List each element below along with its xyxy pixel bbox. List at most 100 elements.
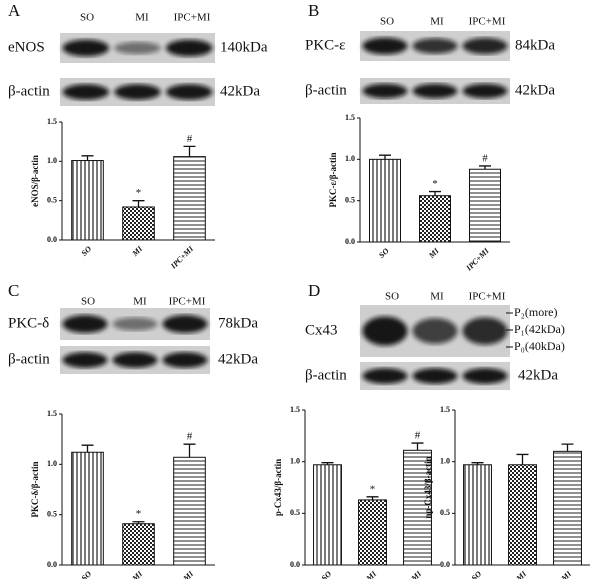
protein-label: PKC-δ (8, 315, 49, 331)
error-bar (516, 453, 529, 465)
lane-label: IPC+MI (169, 296, 206, 308)
error-bar (366, 496, 379, 500)
lane-label: MI (430, 16, 444, 28)
panel-letter: D (308, 281, 320, 300)
bar (403, 449, 432, 566)
blot-band (62, 39, 110, 57)
bar (313, 464, 342, 566)
lane-label: MI (135, 12, 149, 24)
significance-mark: # (187, 431, 193, 443)
lane-label: IPC+MI (174, 12, 211, 24)
protein-label: PKC-ε (305, 37, 345, 53)
y-tick-label: 0.0 (440, 560, 450, 569)
lane-label: MI (430, 291, 444, 303)
error-bar (479, 165, 491, 170)
blot-band (412, 38, 458, 54)
error-bar (183, 145, 196, 157)
blot-band (165, 39, 213, 57)
x-tick-label: MI (364, 569, 379, 579)
size-label: 42kDa (518, 367, 558, 383)
x-tick-label: MI (514, 569, 529, 579)
blot-band (112, 352, 158, 368)
y-tick-label: 1.0 (290, 456, 300, 465)
blot-band (112, 317, 158, 331)
size-label: 84kDa (515, 37, 555, 53)
lane-label: SO (385, 291, 399, 303)
error-bar (132, 521, 145, 524)
y-tick-label: 1.5 (47, 409, 57, 418)
lane-label: SO (81, 296, 95, 308)
significance-mark: * (136, 187, 142, 199)
error-bar (411, 442, 424, 451)
y-tick-label: 0.0 (345, 237, 355, 246)
bar (71, 160, 104, 241)
blot-band (362, 83, 408, 99)
size-label: 42kDa (515, 82, 555, 98)
x-tick-label: IPC+MI (168, 244, 196, 272)
significance-mark: # (482, 152, 488, 164)
blot-band (362, 316, 408, 346)
y-tick-label: 0.0 (47, 235, 57, 244)
bar (122, 206, 155, 241)
x-tick-label: MI (130, 569, 145, 579)
bar (508, 464, 537, 566)
error-bar (81, 444, 94, 453)
error-bar (321, 462, 334, 465)
protein-label: Cx43 (305, 322, 338, 338)
size-label: 140kDa (220, 39, 268, 55)
bar (358, 499, 387, 566)
bar (463, 464, 492, 566)
blot-band (165, 84, 213, 100)
x-tick-label: IPC+MI (464, 246, 492, 274)
blot-band (362, 368, 408, 384)
blot-band (114, 84, 161, 100)
blot-band (162, 352, 208, 368)
blot-band (462, 317, 508, 345)
x-tick-label: IPC+MI (546, 569, 574, 579)
bar (71, 451, 104, 566)
error-bar (561, 443, 574, 452)
bar (122, 523, 155, 566)
y-axis-label: PKC-δ/β-actin (30, 462, 40, 518)
y-tick-label: 1.5 (47, 117, 57, 126)
y-tick-label: 0.5 (440, 508, 450, 517)
band-label: P₂(more) (514, 305, 558, 319)
y-tick-label: 1.0 (47, 156, 57, 165)
error-bar (471, 462, 484, 465)
bar (469, 168, 501, 243)
x-tick-label: MI (426, 246, 441, 261)
significance-mark: * (136, 508, 142, 520)
blot-band (62, 352, 108, 368)
protein-label: β-actin (305, 367, 347, 383)
x-tick-label: SO (377, 246, 391, 260)
y-axis-label: np-Cx43/β-actin (423, 456, 433, 518)
y-tick-label: 0.0 (47, 560, 57, 569)
blot-band (462, 83, 508, 99)
bar (369, 158, 401, 243)
band-label: P₁(42kDa) (514, 322, 565, 336)
blot-band (462, 37, 508, 55)
y-tick-label: 0.0 (290, 560, 300, 569)
bar (173, 456, 206, 566)
x-tick-label: IPC+MI (396, 569, 424, 579)
y-tick-label: 1.0 (345, 154, 355, 163)
blot-band (412, 368, 458, 384)
blot-band (62, 84, 110, 100)
y-tick-label: 1.0 (440, 456, 450, 465)
bar (173, 156, 206, 241)
lane-label: IPC+MI (469, 291, 506, 303)
blot-band (462, 368, 508, 384)
blot-band (412, 318, 458, 344)
band-label: P₀(40kDa) (514, 339, 565, 353)
size-label: 78kDa (218, 315, 258, 331)
x-tick-label: IPC+MI (168, 569, 196, 579)
x-tick-label: MI (130, 244, 145, 259)
blot-band (362, 37, 408, 55)
size-label: 42kDa (218, 351, 258, 367)
blot-band (412, 83, 458, 99)
significance-mark: # (415, 430, 421, 442)
y-tick-label: 1.5 (440, 405, 450, 414)
x-tick-label: SO (470, 569, 484, 579)
lane-label: IPC+MI (469, 16, 506, 28)
